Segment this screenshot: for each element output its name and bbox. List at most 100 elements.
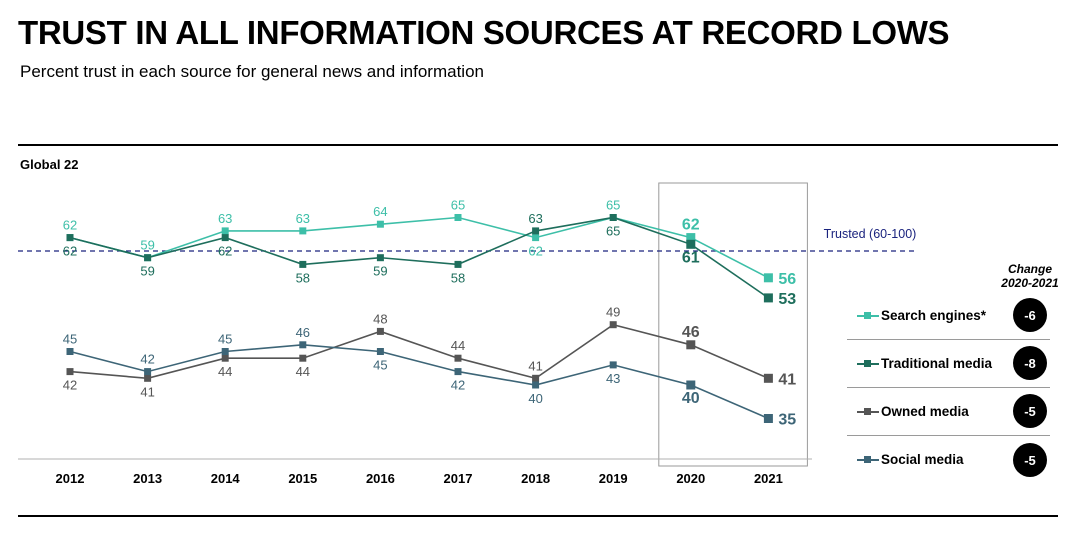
data-label-social-media-2020: 40 [682, 390, 700, 407]
page-title: TRUST IN ALL INFORMATION SOURCES AT RECO… [18, 14, 950, 51]
data-label-search-engines-2016: 64 [373, 204, 387, 219]
legend-item-traditional-media: Traditional media [847, 341, 1050, 388]
data-point-owned-media-2014 [221, 354, 229, 362]
data-label-traditional-media-2018: 63 [528, 211, 542, 226]
data-point-social-media-2016 [376, 348, 384, 355]
data-label-owned-media-2012: 42 [63, 378, 77, 393]
legend-swatch-social-media [857, 456, 879, 463]
data-label-traditional-media-2019: 65 [606, 224, 620, 239]
data-point-owned-media-2013 [144, 374, 152, 382]
data-label-traditional-media-2020: 61 [682, 249, 700, 266]
data-point-traditional-media-2017 [454, 260, 462, 268]
data-label-social-media-2013: 42 [140, 352, 154, 367]
data-point-social-media-2015 [299, 341, 307, 349]
data-point-owned-media-2017 [454, 354, 462, 362]
data-point-owned-media-2018 [532, 374, 540, 382]
legend-label-social-media: Social media [881, 452, 964, 467]
data-label-owned-media-2014: 44 [218, 364, 232, 379]
x-tick-label-2016: 2016 [366, 471, 395, 486]
data-label-owned-media-2018: 41 [528, 358, 542, 373]
series-line-search-engines [69, 216, 769, 279]
top-divider [18, 144, 1058, 146]
data-point-social-media-2018 [532, 381, 540, 389]
data-label-owned-media-2019: 49 [606, 305, 620, 320]
data-label-social-media-2012: 45 [63, 332, 77, 347]
data-point-search-engines-2015 [299, 227, 307, 235]
page-subtitle: Percent trust in each source for general… [20, 62, 484, 81]
data-point-traditional-media-2019 [609, 214, 617, 221]
x-tick-label-2020: 2020 [676, 471, 705, 486]
data-point-social-media-2020 [686, 380, 696, 390]
x-tick-label-2013: 2013 [133, 471, 162, 486]
series-line-owned-media [69, 323, 769, 380]
data-point-social-media-2021 [763, 414, 773, 423]
data-label-search-engines-2017: 65 [451, 198, 465, 213]
data-label-search-engines-2018: 62 [528, 244, 542, 259]
data-point-traditional-media-2016 [376, 254, 384, 262]
legend-swatch-owned-media [857, 408, 879, 415]
x-tick-label-2018: 2018 [521, 471, 550, 486]
reference-line-label: Trusted (60-100) [824, 227, 917, 241]
data-label-owned-media-2013: 41 [140, 384, 154, 399]
data-point-traditional-media-2014 [221, 234, 229, 242]
data-label-traditional-media-2017: 58 [451, 270, 465, 285]
data-label-social-media-2018: 40 [528, 391, 542, 406]
data-point-owned-media-2012 [66, 368, 74, 376]
data-label-traditional-media-2015: 58 [296, 270, 310, 285]
data-point-traditional-media-2021 [763, 293, 773, 303]
change-badge-search-engines: -6 [1013, 298, 1047, 332]
data-label-owned-media-2015: 44 [296, 364, 310, 379]
data-label-owned-media-2016: 48 [373, 311, 387, 326]
legend-item-owned-media: Owned media [847, 389, 1050, 436]
data-label-traditional-media-2021: 53 [778, 291, 796, 308]
data-point-traditional-media-2020 [686, 239, 696, 249]
series-line-traditional-media [69, 216, 769, 299]
change-header-line1: Change [1007, 262, 1052, 276]
change-badge-social-media: -5 [1013, 443, 1047, 477]
change-header-line2: 2020-2021 [1001, 276, 1059, 290]
data-label-traditional-media-2016: 59 [373, 264, 387, 279]
data-label-search-engines-2014: 63 [218, 211, 232, 226]
data-label-search-engines-2015: 63 [296, 211, 310, 226]
legend-label-search-engines: Search engines* [881, 308, 987, 323]
x-tick-label-2019: 2019 [599, 471, 628, 486]
data-label-social-media-2015: 46 [296, 325, 310, 340]
data-label-search-engines-2013: 59 [140, 238, 154, 253]
data-label-traditional-media-2012: 62 [63, 244, 77, 259]
x-tick-label-2021: 2021 [754, 471, 783, 486]
legend-label-traditional-media: Traditional media [881, 356, 993, 371]
data-label-owned-media-2017: 44 [451, 338, 465, 353]
data-point-search-engines-2020 [686, 233, 696, 243]
data-label-social-media-2021: 35 [778, 412, 796, 429]
data-point-social-media-2019 [609, 361, 617, 369]
data-point-social-media-2012 [66, 348, 74, 355]
data-label-social-media-2017: 42 [451, 378, 465, 393]
data-label-search-engines-2020: 62 [682, 217, 700, 234]
highlight-box-2020-2021 [658, 182, 808, 467]
data-label-search-engines-2012: 62 [63, 218, 77, 233]
data-point-social-media-2013 [144, 368, 152, 376]
data-point-owned-media-2019 [609, 321, 617, 329]
data-point-traditional-media-2012 [66, 234, 74, 242]
data-point-owned-media-2015 [299, 354, 307, 362]
data-point-traditional-media-2013 [144, 254, 152, 262]
data-label-social-media-2016: 45 [373, 358, 387, 373]
data-label-search-engines-2019: 65 [606, 198, 620, 213]
legend-swatch-search-engines [857, 312, 879, 319]
data-label-owned-media-2021: 41 [778, 371, 796, 388]
data-point-search-engines-2021 [763, 273, 773, 283]
data-point-owned-media-2020 [686, 340, 696, 350]
data-point-traditional-media-2018 [532, 227, 540, 235]
change-header: Change 2020-2021 [998, 262, 1062, 290]
data-point-social-media-2014 [221, 348, 229, 355]
x-tick-label-2012: 2012 [56, 471, 85, 486]
series-line-social-media [69, 343, 769, 420]
data-label-owned-media-2020: 46 [682, 324, 700, 341]
legend-item-search-engines: Search engines* [847, 293, 1050, 340]
legend-label-owned-media: Owned media [881, 404, 969, 419]
data-point-search-engines-2018 [532, 234, 540, 242]
legend-swatch-traditional-media [857, 360, 879, 367]
data-point-search-engines-2014 [221, 227, 229, 235]
data-label-search-engines-2021: 56 [778, 271, 796, 288]
